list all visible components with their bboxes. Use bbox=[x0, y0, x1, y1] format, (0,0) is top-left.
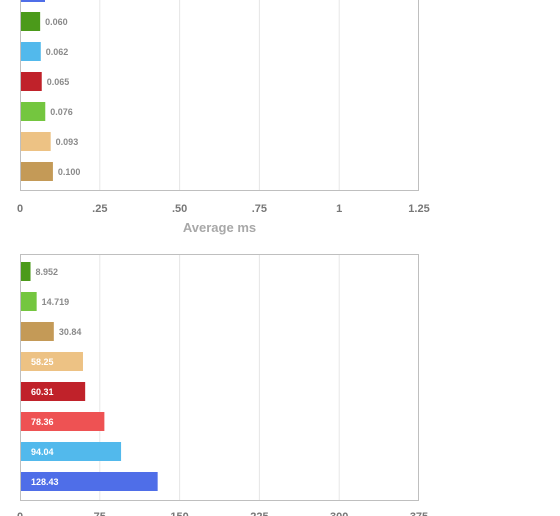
data-label: 128.43 bbox=[31, 477, 59, 487]
x-tick-label: 75 bbox=[94, 511, 106, 516]
x-tick-label: 300 bbox=[330, 511, 348, 516]
data-label: 78.36 bbox=[31, 417, 54, 427]
plot-frame bbox=[20, 0, 419, 191]
x-tick-label: 150 bbox=[170, 511, 188, 516]
x-tick-label: 375 bbox=[410, 511, 428, 516]
bar bbox=[21, 72, 42, 91]
bar bbox=[21, 382, 86, 401]
data-label: 0.065 bbox=[47, 77, 70, 87]
x-tick-label: 1 bbox=[336, 203, 342, 215]
bar bbox=[21, 292, 37, 311]
x-tick-label: .25 bbox=[92, 203, 107, 215]
x-axis-title: Average ms bbox=[183, 220, 256, 235]
bar bbox=[21, 442, 122, 461]
bar-partial bbox=[21, 0, 45, 2]
data-label: 14.719 bbox=[42, 297, 70, 307]
data-label: 58.25 bbox=[31, 357, 54, 367]
bar bbox=[21, 12, 41, 31]
x-tick-label: 0 bbox=[17, 511, 23, 516]
data-label: 8.952 bbox=[36, 267, 59, 277]
bar bbox=[21, 352, 83, 371]
data-label: 94.04 bbox=[31, 447, 54, 457]
bar bbox=[21, 472, 158, 491]
x-tick-label: .50 bbox=[172, 203, 187, 215]
x-tick-label: .75 bbox=[252, 203, 267, 215]
data-label: 0.100 bbox=[58, 167, 81, 177]
x-tick-label: 0 bbox=[17, 203, 23, 215]
bar bbox=[21, 322, 54, 341]
data-label: 0.060 bbox=[45, 17, 68, 27]
bar bbox=[21, 262, 31, 281]
bar bbox=[21, 102, 46, 121]
bar bbox=[21, 162, 53, 181]
data-label: 60.31 bbox=[31, 387, 54, 397]
x-tick-label: 1.25 bbox=[408, 203, 429, 215]
bar bbox=[21, 412, 105, 431]
bar bbox=[21, 132, 51, 151]
bar bbox=[21, 42, 41, 61]
plot-frame bbox=[20, 254, 419, 501]
data-label: 0.076 bbox=[50, 107, 73, 117]
chart-2: 8.952 14.719 30.84 58.25 60.31 78.36 94.04 128.… bbox=[17, 254, 428, 516]
x-tick-label: 225 bbox=[250, 511, 268, 516]
data-label: 30.84 bbox=[59, 327, 82, 337]
data-label: 0.093 bbox=[56, 137, 79, 147]
data-label: 0.062 bbox=[46, 47, 69, 57]
chart-1: 0.060 0.062 0.065 0.076 0.093 0.100 0 .25 .50 .75… bbox=[17, 0, 430, 235]
